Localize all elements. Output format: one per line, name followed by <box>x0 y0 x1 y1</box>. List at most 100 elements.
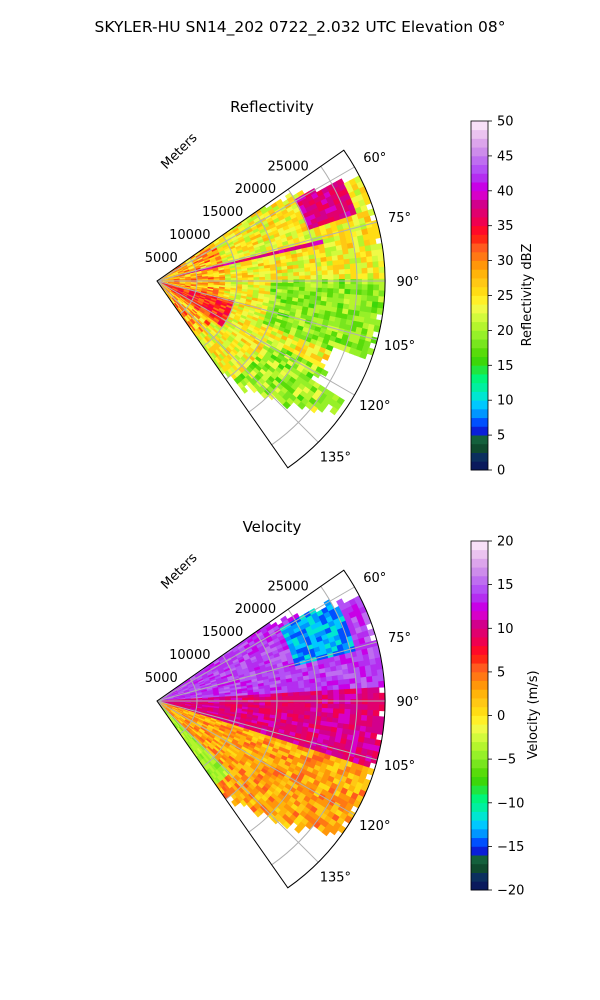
field-cell <box>333 703 340 710</box>
field-cell <box>367 289 374 297</box>
field-cell <box>293 283 300 288</box>
field-cell <box>378 266 386 274</box>
azimuth-tick-label: 120° <box>359 819 390 834</box>
field-cell <box>333 269 340 276</box>
field-cell <box>293 691 300 697</box>
field-cell <box>253 697 260 701</box>
field-cell <box>373 284 380 292</box>
field-cell <box>360 676 368 684</box>
colorbar-tick-label: 50 <box>497 115 514 130</box>
field-cell <box>366 715 374 723</box>
field-cell <box>344 683 351 690</box>
field-cell <box>270 693 277 698</box>
field-cell <box>367 704 374 711</box>
field-cell <box>338 684 346 691</box>
field-cell <box>293 703 300 708</box>
field-cell <box>321 353 330 361</box>
colorbar-tick-label: 40 <box>497 184 514 199</box>
colorbar-tick-label: −20 <box>497 884 524 899</box>
field-cell <box>309 686 317 692</box>
field-cell <box>338 708 346 715</box>
field-cell <box>321 703 329 709</box>
field-cell <box>344 698 352 705</box>
azimuth-tick-label: 90° <box>396 275 419 290</box>
colorbar-swatch <box>471 190 488 200</box>
field-cell <box>276 699 283 704</box>
field-cell <box>281 692 289 697</box>
field-cell <box>350 698 357 705</box>
field-cell <box>344 273 352 280</box>
field-cell <box>326 680 334 687</box>
colorbar-swatch <box>471 593 488 603</box>
range-tick-label: 20000 <box>235 602 276 617</box>
colorbar-swatch <box>471 129 488 139</box>
field-cell <box>378 284 386 292</box>
field-cell <box>321 274 329 280</box>
field-cell <box>373 692 380 700</box>
field-cell <box>349 714 357 721</box>
colorbar-swatch <box>471 663 488 673</box>
field-cell <box>349 263 357 270</box>
field-cell <box>310 703 317 709</box>
field-cell <box>299 699 306 704</box>
field-cell <box>310 699 317 705</box>
field-cell <box>281 689 289 694</box>
velocity-colorbar: −20 −15 −10 −5 0 5 10 15 20 <box>470 535 524 899</box>
field-cell <box>343 713 351 720</box>
azimuth-tick-label: 105° <box>384 339 415 354</box>
colorbar-swatch <box>471 155 488 166</box>
field-cell <box>349 294 357 301</box>
colorbar-tick-label: 15 <box>497 578 514 593</box>
field-cell <box>326 685 334 691</box>
colorbar-swatch <box>471 312 488 323</box>
field-cell <box>317 404 326 413</box>
field-cell <box>310 283 317 289</box>
colorbar-tick-label: 5 <box>497 665 505 680</box>
colorbar-swatch <box>471 724 488 734</box>
field-cell <box>338 293 345 300</box>
field-cell <box>321 690 329 696</box>
field-cell <box>360 256 368 264</box>
field-cell <box>349 289 357 296</box>
field-cell <box>370 243 378 252</box>
field-cell <box>331 675 339 682</box>
field-cell <box>320 681 328 687</box>
field-cell <box>367 273 374 280</box>
colorbar-swatch <box>471 575 488 586</box>
field-cell <box>361 289 369 297</box>
colorbar-tick-label: 30 <box>497 254 514 269</box>
field-cell <box>343 293 351 300</box>
field-cell <box>332 288 340 295</box>
field-cell <box>282 699 289 704</box>
field-cell <box>287 695 295 701</box>
field-cell <box>304 283 312 289</box>
colorbar-swatch <box>471 610 488 620</box>
field-cell <box>310 270 317 276</box>
colorbar-tick-label: −15 <box>497 840 524 855</box>
range-tick-label: 10000 <box>169 228 210 243</box>
field-cell <box>338 694 346 700</box>
field-cell <box>259 696 266 701</box>
field-cell <box>344 263 351 270</box>
field-cell <box>377 254 385 262</box>
reflectivity-range-axis-label: Meters <box>159 130 201 172</box>
field-cell <box>367 687 374 694</box>
colorbar-swatch <box>471 715 488 725</box>
field-cell <box>348 252 356 260</box>
field-cell <box>372 261 380 269</box>
field-cell <box>349 258 357 265</box>
field-cell <box>327 283 335 290</box>
field-cell <box>332 264 340 271</box>
field-cell <box>372 295 380 303</box>
colorbar-swatch <box>471 741 488 751</box>
colorbar-swatch <box>471 295 488 305</box>
field-cell <box>344 693 352 700</box>
field-cell <box>281 282 289 288</box>
colorbar-tick-label: 0 <box>497 464 505 479</box>
colorbar-tick-label: 45 <box>497 149 514 164</box>
range-tick-label: 5000 <box>145 671 178 686</box>
field-cell <box>327 288 334 294</box>
field-cell <box>372 267 380 274</box>
field-cell <box>321 270 329 276</box>
colorbar-swatch <box>471 347 488 357</box>
